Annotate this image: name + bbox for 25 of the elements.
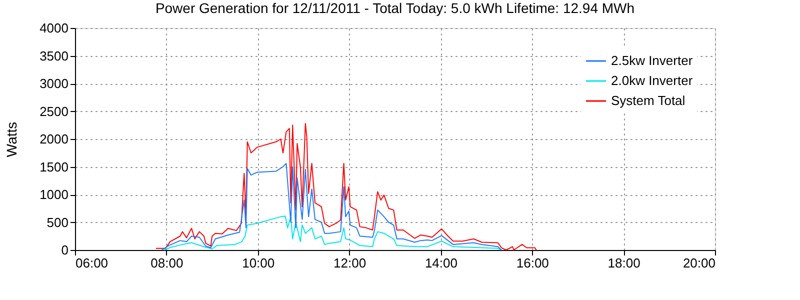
x-tick-label: 06:00 — [76, 256, 108, 270]
x-tick-label: 16:00 — [516, 256, 549, 270]
x-tick-label: 12:00 — [334, 256, 366, 270]
y-tick-label: 2000 — [40, 132, 68, 146]
x-tick-label: 18:00 — [608, 256, 640, 270]
y-tick-label: 0 — [61, 242, 68, 258]
chart-title: Power Generation for 12/11/2011 - Total Today: 5.0 kWh Lifetime: 12.94 MWh — [155, 0, 635, 16]
x-tick-label: 08:00 — [150, 256, 184, 270]
line-series — [155, 122, 537, 250]
legend-label: 2.0kw Inverter — [611, 73, 694, 88]
y-tick-label: 2500 — [40, 104, 68, 119]
x-tick-label: 14:00 — [424, 256, 458, 270]
y-tick-label: 3000 — [40, 76, 68, 91]
y-axis-title: Watts — [4, 122, 20, 158]
line-series — [161, 162, 502, 250]
y-tick-label: 1500 — [40, 159, 68, 174]
y-tick-label: 500 — [46, 214, 68, 230]
legend-label: System Total — [611, 93, 686, 108]
legend-label: 2.5kw Inverter — [611, 53, 694, 68]
line-series — [164, 216, 502, 250]
x-tick-label: 20:00 — [682, 256, 716, 270]
x-tick-label: 10:00 — [242, 256, 275, 270]
y-tick-label: 1000 — [40, 187, 68, 202]
y-tick-label: 3500 — [40, 48, 68, 64]
y-tick-label: 4000 — [40, 20, 68, 36]
